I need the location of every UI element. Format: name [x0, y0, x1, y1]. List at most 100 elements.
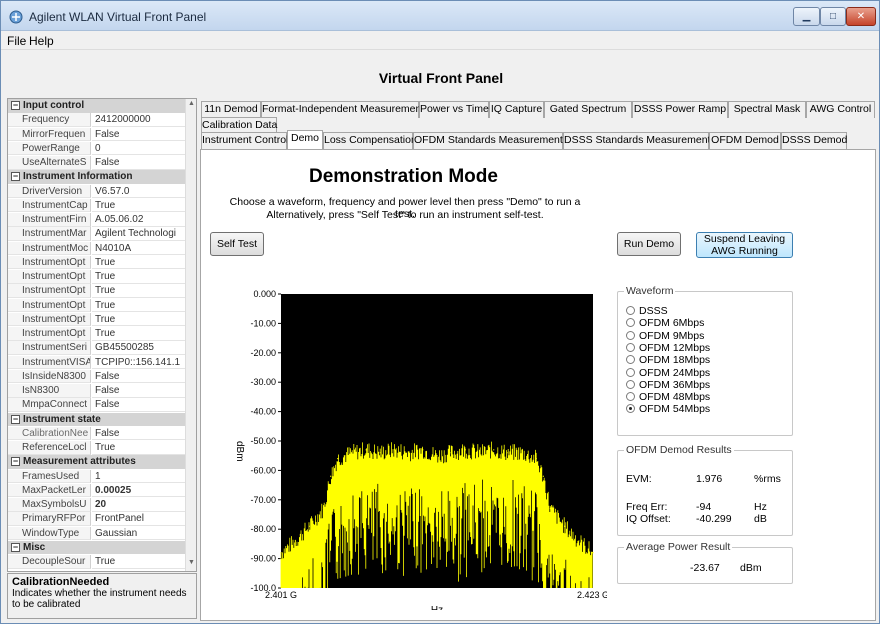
property-row[interactable]: FramesUsed 1 [8, 469, 186, 483]
property-value[interactable]: False [92, 156, 186, 170]
scroll-up-icon[interactable]: ▲ [188, 100, 195, 107]
menu-help[interactable]: Help [29, 34, 54, 48]
waveform-option[interactable]: OFDM 18Mbps [626, 355, 710, 366]
property-row[interactable]: InstrumentOpt True [8, 255, 186, 270]
tab-format-independent-measurements[interactable]: Format-Independent Measurements [261, 101, 430, 118]
property-value[interactable]: True [92, 441, 186, 455]
collapse-icon[interactable]: − [11, 413, 20, 424]
property-value[interactable]: TCPIP0::156.141.1 [92, 356, 186, 369]
menu-file[interactable]: File [7, 34, 27, 48]
suspend-awg-button[interactable]: Suspend Leaving AWG Running [696, 232, 793, 258]
property-value[interactable]: True [92, 299, 186, 312]
property-grid[interactable]: DecoupleSour True − Misc WindowType Gaussian P… [7, 98, 197, 572]
tab-iq-capture[interactable]: IQ Capture [489, 101, 544, 118]
radio-icon[interactable] [626, 318, 635, 328]
property-row[interactable]: IsInsideN8300 False [8, 369, 186, 384]
tab-calibration-data[interactable]: Calibration Data [201, 117, 277, 134]
tab-loss-compensation[interactable]: Loss Compensation [323, 132, 417, 149]
radio-icon[interactable] [626, 367, 635, 377]
tab-power-vs-time[interactable]: Power vs Time [419, 101, 489, 118]
radio-icon[interactable] [626, 404, 635, 414]
tab-spectral-mask[interactable]: Spectral Mask [728, 101, 806, 118]
waveform-option[interactable]: OFDM 36Mbps [626, 379, 710, 391]
collapse-icon[interactable]: − [11, 171, 20, 182]
property-row[interactable]: WindowType Gaussian [8, 526, 186, 540]
property-value[interactable]: False [92, 128, 186, 141]
property-row[interactable]: ReferenceLocl True [8, 441, 186, 455]
property-value[interactable]: True [92, 313, 186, 327]
waveform-option[interactable]: DSSS [626, 306, 668, 317]
property-value[interactable]: True [92, 199, 186, 213]
tab-demo[interactable]: Demo [287, 130, 323, 149]
property-value[interactable]: GB45500285 [92, 341, 186, 355]
property-value[interactable]: Gaussian [92, 527, 186, 540]
property-value[interactable]: 0 [92, 142, 186, 156]
property-value[interactable]: V6.57.0 [92, 185, 186, 198]
collapse-icon[interactable]: − [11, 541, 20, 552]
property-value[interactable]: 0.00025 [92, 484, 186, 498]
property-row[interactable]: PrimaryRFPor FrontPanel [8, 512, 186, 526]
property-row[interactable]: DecoupleSour True [8, 555, 186, 569]
collapse-icon[interactable]: − [11, 456, 20, 467]
property-category[interactable]: − Input control [8, 99, 186, 113]
waveform-option[interactable]: OFDM 6Mbps [626, 318, 704, 329]
waveform-option[interactable]: OFDM 54Mbps [626, 404, 710, 415]
property-value[interactable]: A.05.06.02 [92, 213, 186, 227]
waveform-option[interactable]: OFDM 48Mbps [626, 392, 710, 403]
property-value[interactable]: True [92, 555, 186, 569]
property-row[interactable]: MaxSymbolsU 20 [8, 498, 186, 512]
radio-icon[interactable] [626, 392, 635, 402]
property-value[interactable]: Agilent Technologi [92, 227, 186, 241]
radio-icon[interactable] [626, 379, 635, 389]
title-bar[interactable]: Agilent WLAN Virtual Front Panel ▁ □ ✕ [1, 1, 879, 31]
property-row[interactable]: MaxPacketLer 0.00025 [8, 483, 186, 498]
property-row[interactable]: PowerRange 0 [8, 141, 186, 156]
property-row[interactable]: IsN8300 False [8, 384, 186, 398]
property-row[interactable]: InstrumentVISA TCPIP0::156.141.1 [8, 355, 186, 369]
property-value[interactable]: True [92, 270, 186, 284]
property-row[interactable]: InstrumentMar Agilent Technologi [8, 227, 186, 241]
property-value[interactable]: True [92, 256, 186, 270]
tab-ofdm-demod[interactable]: OFDM Demod [709, 132, 781, 149]
property-row[interactable]: DriverVersion V6.57.0 [8, 184, 186, 198]
self-test-button[interactable]: Self Test [210, 232, 264, 256]
property-category[interactable]: − Instrument state [8, 412, 186, 426]
waveform-option[interactable]: OFDM 24Mbps [626, 367, 710, 379]
property-category[interactable]: − Instrument Information [8, 170, 186, 184]
radio-icon[interactable] [626, 342, 635, 352]
tab-ofdm-standards-measurements[interactable]: OFDM Standards Measurements [413, 132, 568, 149]
close-button[interactable]: ✕ [846, 7, 876, 26]
tab-dsss-standards-measurements[interactable]: DSSS Standards Measurements [563, 132, 716, 149]
waveform-option[interactable]: OFDM 9Mbps [626, 330, 704, 342]
property-value[interactable]: True [92, 284, 186, 298]
scroll-down-icon[interactable]: ▼ [188, 559, 195, 566]
property-row[interactable]: Frequency 2412000000 [8, 113, 186, 127]
property-value[interactable]: False [92, 384, 186, 398]
run-demo-button[interactable]: Run Demo [617, 232, 681, 256]
property-value[interactable]: False [92, 370, 186, 384]
property-row[interactable]: CalibrationNee False [8, 426, 186, 441]
property-row[interactable]: MirrorFrequen False [8, 127, 186, 141]
property-grid-scrollbar[interactable]: ▲ ▼ [185, 99, 196, 571]
property-value[interactable]: FrontPanel [92, 512, 186, 526]
property-category[interactable]: − Misc [8, 540, 186, 555]
property-row[interactable]: UseAlternateS False [8, 156, 186, 170]
minimize-button[interactable]: ▁ [793, 7, 820, 26]
property-value[interactable]: N4010A [92, 242, 186, 255]
property-row[interactable]: InstrumentMoc N4010A [8, 241, 186, 255]
property-value[interactable]: 2412000000 [92, 113, 186, 127]
maximize-button[interactable]: □ [820, 7, 846, 26]
tab-gated-spectrum[interactable]: Gated Spectrum [544, 101, 632, 118]
property-row[interactable]: InstrumentOpt True [8, 298, 186, 312]
property-row[interactable]: InstrumentSeri GB45500285 [8, 341, 186, 355]
property-row[interactable]: InstrumentFirn A.05.06.02 [8, 213, 186, 227]
property-row[interactable]: MmpaConnect False [8, 398, 186, 412]
tab-dsss-power-ramp[interactable]: DSSS Power Ramp [632, 101, 728, 118]
tab-awg-control[interactable]: AWG Control [806, 101, 875, 118]
property-row[interactable]: InstrumentOpt True [8, 312, 186, 327]
tab-instrument-control[interactable]: Instrument Control [201, 132, 288, 149]
property-value[interactable]: 20 [92, 498, 186, 512]
radio-icon[interactable] [626, 355, 635, 365]
property-value[interactable]: 1 [92, 470, 186, 483]
waveform-option[interactable]: OFDM 12Mbps [626, 342, 710, 354]
